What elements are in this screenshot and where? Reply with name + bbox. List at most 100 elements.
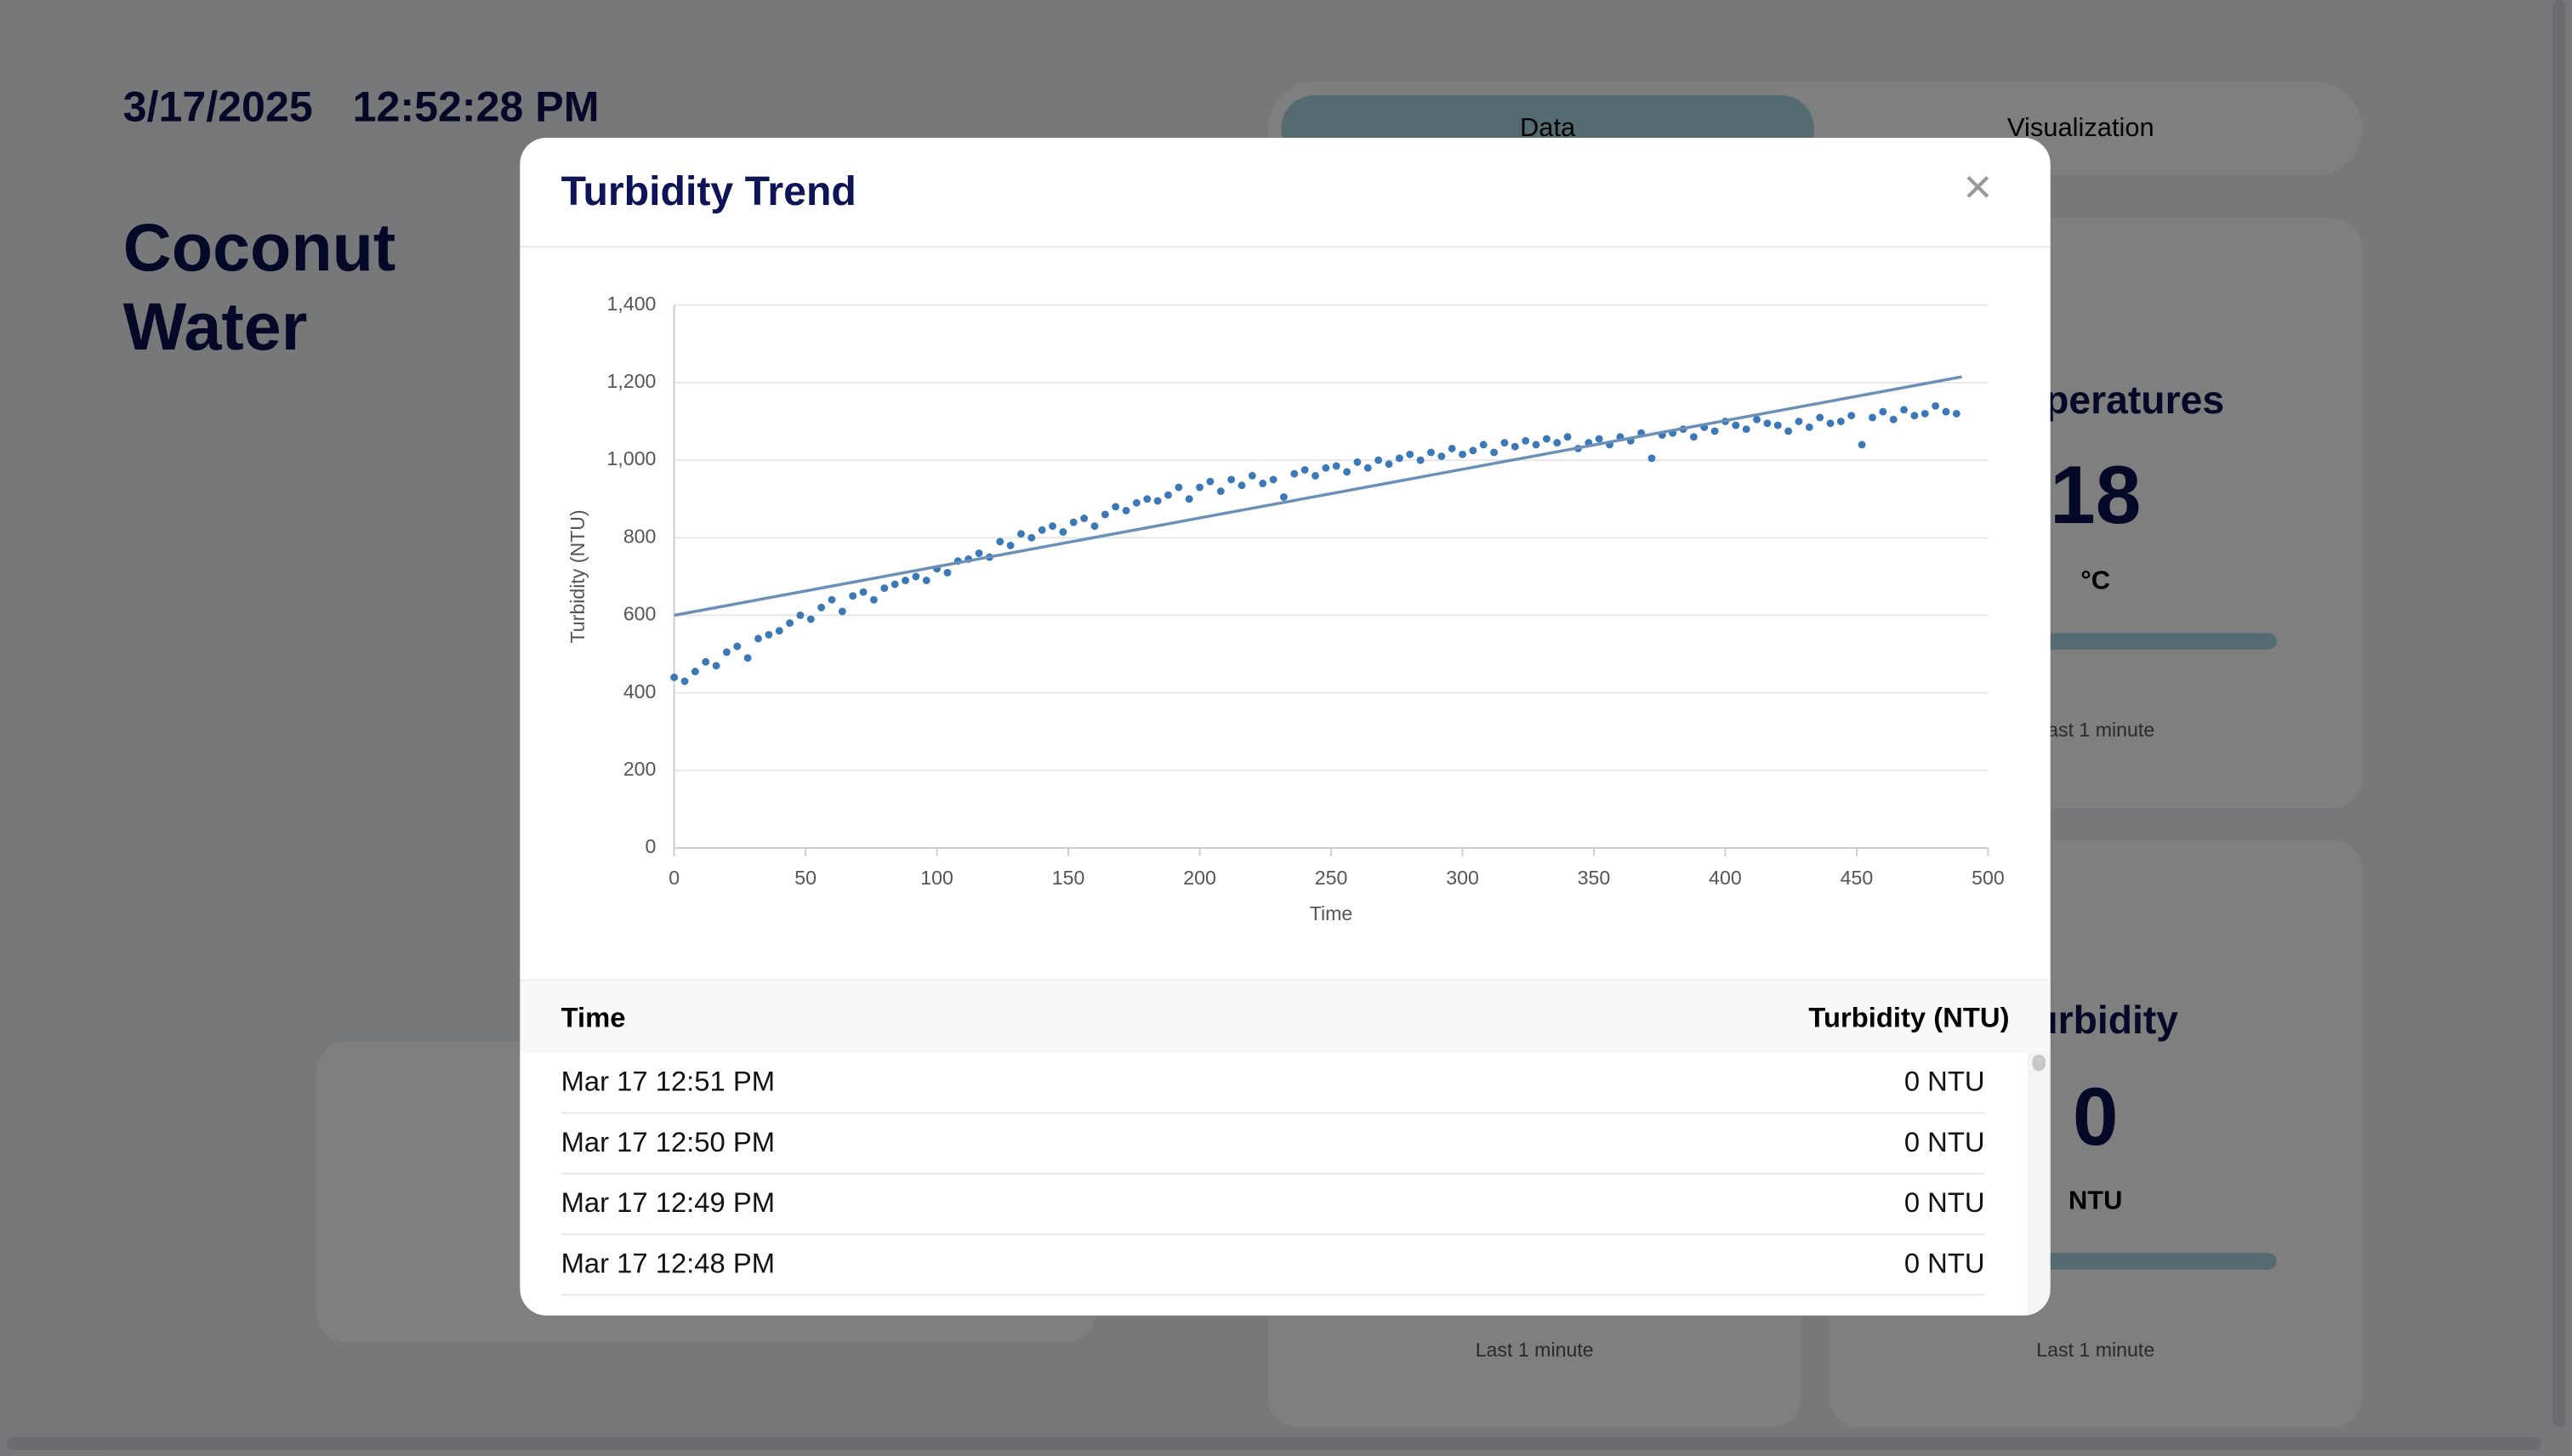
point (817, 603, 826, 611)
point (922, 577, 930, 584)
table-row: Mar 17 12:48 PM 0 NTU (560, 1233, 1985, 1296)
column-header: Turbidity (NTU) (1808, 1002, 2010, 1033)
point (1900, 406, 1908, 414)
point (670, 674, 679, 681)
cell: Mar 17 12:48 PM (560, 1248, 776, 1280)
x-tick-label: 500 (1972, 867, 2005, 889)
x-tick-label: 50 (794, 867, 817, 889)
point (754, 634, 762, 643)
scroll-thumb[interactable] (2032, 1055, 2046, 1072)
scrollbar[interactable] (2552, 0, 2566, 1427)
point (1122, 506, 1130, 515)
cell: 0 NTU (1903, 1248, 1985, 1280)
point (1343, 468, 1351, 476)
scrollbar[interactable] (2027, 1051, 2051, 1316)
point (1153, 497, 1162, 505)
point (1332, 462, 1340, 470)
point (1647, 454, 1656, 463)
point (1479, 441, 1488, 449)
cell: Mar 17 12:49 PM (560, 1187, 776, 1219)
point (1563, 433, 1572, 441)
point (733, 642, 742, 651)
chart: 0 200 400 600 800 1,000 1,200 1,400 0 50 100 150 200… (566, 293, 2005, 924)
point (1763, 419, 1772, 428)
x-tick-label: 350 (1578, 867, 1611, 889)
point (1805, 423, 1813, 431)
x-tick-label: 250 (1315, 867, 1348, 889)
point (912, 572, 920, 581)
y-tick-label: 1,400 (607, 293, 657, 315)
point (1532, 441, 1540, 449)
divider (520, 246, 2051, 248)
point (1017, 530, 1025, 538)
point (1511, 442, 1519, 451)
point (1385, 460, 1393, 469)
point (1889, 415, 1898, 424)
table-header: Time Turbidity (NTU) (520, 979, 2051, 1054)
x-tick-label: 450 (1841, 867, 1874, 889)
point (1080, 515, 1089, 522)
close-button[interactable]: × (1963, 160, 1993, 215)
point (1500, 439, 1509, 447)
point (1910, 412, 1919, 420)
point (691, 668, 699, 676)
point (1027, 533, 1036, 542)
point (1879, 407, 1887, 416)
point (1942, 407, 1950, 416)
point (943, 568, 952, 577)
table-body: Mar 17 12:51 PM 0 NTU Mar 17 12:50 PM 0 NTU… (520, 1051, 2050, 1315)
point (702, 657, 710, 666)
point (1069, 518, 1078, 526)
x-tick-label: 400 (1709, 867, 1742, 889)
point (1795, 418, 1803, 425)
point (1490, 448, 1499, 457)
cell: Mar 17 12:50 PM (560, 1126, 776, 1158)
x-tick-label: 300 (1446, 867, 1479, 889)
y-tick-label: 800 (623, 525, 657, 547)
point (1216, 487, 1225, 496)
trend-line (674, 375, 1962, 617)
y-tick-label: 0 (646, 835, 657, 857)
modal: Turbidity Trend × 0 200 400 600 800 1,000 1,20… (520, 137, 2051, 1316)
point (1427, 448, 1435, 457)
point (1363, 464, 1372, 472)
point (1847, 412, 1856, 420)
point (849, 592, 857, 600)
point (1206, 477, 1215, 486)
modal-title: Turbidity Trend (560, 168, 856, 215)
point (828, 595, 836, 604)
point (1279, 492, 1288, 501)
point (775, 627, 783, 635)
point (1542, 435, 1551, 443)
point (1836, 418, 1845, 425)
x-tick-label: 150 (1052, 867, 1085, 889)
point (1238, 481, 1246, 490)
y-tick-label: 200 (623, 758, 657, 780)
y-tick-label: 400 (623, 680, 657, 702)
point (1753, 415, 1761, 424)
point (1773, 421, 1782, 429)
point (1185, 495, 1193, 503)
point (1784, 427, 1793, 435)
point (1522, 436, 1530, 445)
column-header: Time (560, 1002, 626, 1033)
scrollbar[interactable] (6, 1436, 2541, 1450)
point (1816, 413, 1824, 422)
point (1227, 475, 1236, 484)
point (1553, 439, 1562, 447)
point (1101, 510, 1109, 519)
point (1269, 475, 1277, 484)
cell: Mar 17 12:51 PM (560, 1066, 776, 1098)
y-tick-label: 1,000 (607, 447, 657, 469)
point (1732, 421, 1740, 429)
point (870, 595, 878, 604)
point (1196, 483, 1203, 492)
point (891, 580, 899, 589)
point (743, 654, 752, 663)
point (1049, 522, 1056, 531)
point (1710, 427, 1719, 435)
table-row: Mar 17 12:51 PM 0 NTU (560, 1051, 1985, 1114)
point (796, 611, 805, 619)
